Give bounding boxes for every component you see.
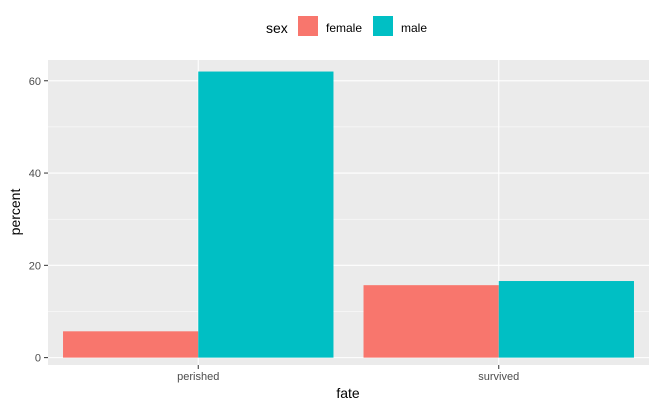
legend-title: sex bbox=[266, 20, 288, 36]
legend-label-female: female bbox=[326, 21, 362, 35]
y-axis-title: percent bbox=[7, 189, 23, 236]
legend: sex female male bbox=[266, 16, 427, 36]
y-tick-label: 60 bbox=[29, 76, 41, 88]
x-axis-title: fate bbox=[336, 385, 360, 401]
x-tick-label: perished bbox=[177, 371, 219, 383]
bar-female-perished bbox=[63, 331, 199, 358]
bar-male-perished bbox=[198, 71, 334, 358]
bars bbox=[63, 71, 634, 358]
legend-key-male bbox=[373, 16, 393, 36]
y-axis: 0 20 40 60 bbox=[29, 76, 48, 365]
y-tick-label: 40 bbox=[29, 168, 41, 180]
y-tick-label: 0 bbox=[35, 353, 41, 365]
bar-male-survived bbox=[498, 281, 634, 358]
x-axis: perished survived bbox=[177, 365, 519, 383]
legend-label-male: male bbox=[401, 21, 427, 35]
bar-female-survived bbox=[363, 285, 499, 358]
legend-key-female bbox=[298, 16, 318, 36]
y-tick-label: 20 bbox=[29, 260, 41, 272]
x-tick-label: survived bbox=[478, 371, 519, 383]
